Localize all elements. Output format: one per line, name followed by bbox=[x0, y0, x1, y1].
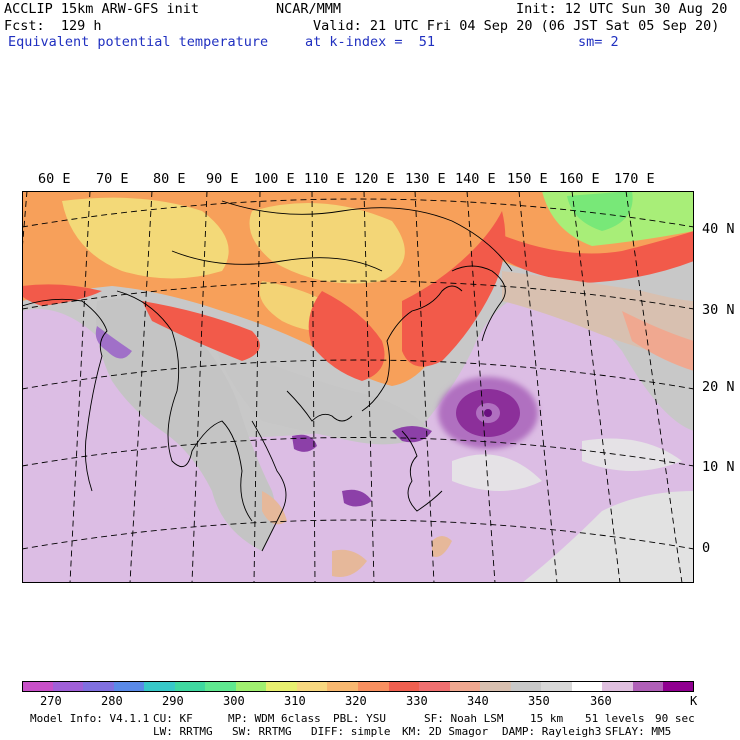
lat-label: 10 N bbox=[702, 459, 735, 475]
colorbar-cell bbox=[571, 681, 603, 692]
lon-label: 80 E bbox=[153, 171, 186, 187]
footer-levels: 51 levels bbox=[585, 712, 645, 725]
field-red bbox=[402, 211, 506, 367]
lon-label: 130 E bbox=[405, 171, 446, 187]
map-frame bbox=[22, 191, 694, 583]
colorbar-label: 340 bbox=[467, 694, 489, 708]
field-red bbox=[308, 291, 385, 381]
colorbar-cell bbox=[266, 681, 298, 692]
colorbar-unit: K bbox=[690, 694, 698, 708]
field-land bbox=[96, 298, 276, 551]
colorbar-cell bbox=[449, 681, 481, 692]
colorbar-cell bbox=[22, 681, 53, 692]
lat-label: 0 bbox=[702, 540, 711, 556]
lon-label: 90 E bbox=[206, 171, 239, 187]
footer-lw: LW: RRTMG bbox=[153, 725, 213, 738]
level-label: at k-index = 51 bbox=[305, 34, 436, 50]
theta-e-map bbox=[22, 191, 694, 583]
colorbar-label: 280 bbox=[101, 694, 123, 708]
field-tan-patch bbox=[432, 536, 452, 557]
lat-label: 40 N bbox=[702, 221, 735, 237]
field-red bbox=[142, 301, 260, 361]
colorbar-frame bbox=[22, 681, 694, 692]
colorbar-cell bbox=[419, 681, 451, 692]
colorbar-cell bbox=[602, 681, 634, 692]
footer-sw: SW: RRTMG bbox=[232, 725, 292, 738]
footer-diff: DIFF: simple bbox=[311, 725, 391, 738]
colorbar-label: 300 bbox=[223, 694, 245, 708]
field-swirl bbox=[582, 438, 682, 471]
colorbar-label: 330 bbox=[406, 694, 428, 708]
colorbar-label: 290 bbox=[162, 694, 184, 708]
colorbar-label: 350 bbox=[528, 694, 550, 708]
footer-mp: MP: WDM 6class bbox=[228, 712, 321, 725]
footer-damp: DAMP: Rayleigh3 bbox=[502, 725, 602, 738]
colorbar-cell bbox=[296, 681, 328, 692]
valid-time: Valid: 21 UTC Fri 04 Sep 20 (06 JST Sat … bbox=[313, 18, 720, 34]
field-yellow bbox=[62, 197, 229, 279]
typhoon-vortex bbox=[438, 377, 538, 449]
lon-label: 170 E bbox=[614, 171, 655, 187]
center-label: NCAR/MMM bbox=[276, 1, 342, 17]
colorbar-cell bbox=[663, 681, 695, 692]
lon-label: 150 E bbox=[507, 171, 548, 187]
lon-label: 60 E bbox=[38, 171, 71, 187]
field-salmon bbox=[622, 311, 694, 371]
footer-sflay: SFLAY: MM5 bbox=[605, 725, 672, 738]
colorbar-cell bbox=[358, 681, 389, 692]
lon-label: 140 E bbox=[455, 171, 496, 187]
field-swirl bbox=[452, 454, 542, 491]
field-land bbox=[212, 341, 432, 445]
field-light-purple-2 bbox=[22, 401, 352, 583]
field-purple bbox=[342, 489, 372, 507]
forecast-hour: Fcst: 129 h bbox=[4, 18, 102, 34]
lat-label: 20 N bbox=[702, 379, 735, 395]
field-tan-patch bbox=[262, 491, 287, 525]
graticule bbox=[22, 191, 694, 583]
colorbar-cell bbox=[113, 681, 145, 692]
colorbar-cell bbox=[632, 681, 664, 692]
colorbar-label: 320 bbox=[345, 694, 367, 708]
colorbar-cell bbox=[83, 681, 115, 692]
footer-timestep: 90 sec bbox=[655, 712, 695, 725]
footer-cu: CU: KF bbox=[153, 712, 193, 725]
field-green bbox=[567, 191, 633, 231]
colorbar-cell bbox=[205, 681, 237, 692]
colorbar-cell bbox=[541, 681, 573, 692]
colorbar-cell bbox=[174, 681, 206, 692]
field-purple bbox=[292, 434, 317, 452]
lon-label: 120 E bbox=[354, 171, 395, 187]
colorbar-label: 310 bbox=[284, 694, 306, 708]
init-time: Init: 12 UTC Sun 30 Aug 20 bbox=[516, 1, 728, 17]
colorbar-cell bbox=[480, 681, 512, 692]
colorbar-cell bbox=[144, 681, 176, 692]
coastlines bbox=[22, 200, 513, 552]
colorbar-label: 270 bbox=[40, 694, 62, 708]
field-tan-patch bbox=[332, 549, 367, 577]
lon-label: 160 E bbox=[559, 171, 600, 187]
footer-km: KM: 2D Smagor bbox=[402, 725, 489, 738]
footer-pbl: PBL: YSU bbox=[333, 712, 386, 725]
colorbar-cell bbox=[235, 681, 267, 692]
lon-label: 110 E bbox=[304, 171, 345, 187]
colorbar-cell bbox=[510, 681, 542, 692]
footer-resolution: 15 km bbox=[530, 712, 564, 725]
footer-model-info: Model Info: V4.1.1 bbox=[30, 712, 150, 725]
field-red bbox=[492, 231, 694, 283]
smoothing-label: sm= 2 bbox=[578, 34, 619, 50]
colorbar-cell bbox=[327, 681, 359, 692]
lon-label: 100 E bbox=[254, 171, 295, 187]
colorbar-cell bbox=[52, 681, 84, 692]
colorbar-label: 360 bbox=[590, 694, 612, 708]
footer-sf: SF: Noah LSM bbox=[424, 712, 504, 725]
lat-label: 30 N bbox=[702, 302, 735, 318]
field-name: Equivalent potential temperature bbox=[8, 34, 269, 50]
colorbar-cell bbox=[388, 681, 420, 692]
model-title: ACCLIP 15km ARW-GFS init bbox=[4, 1, 200, 17]
lon-label: 70 E bbox=[96, 171, 129, 187]
